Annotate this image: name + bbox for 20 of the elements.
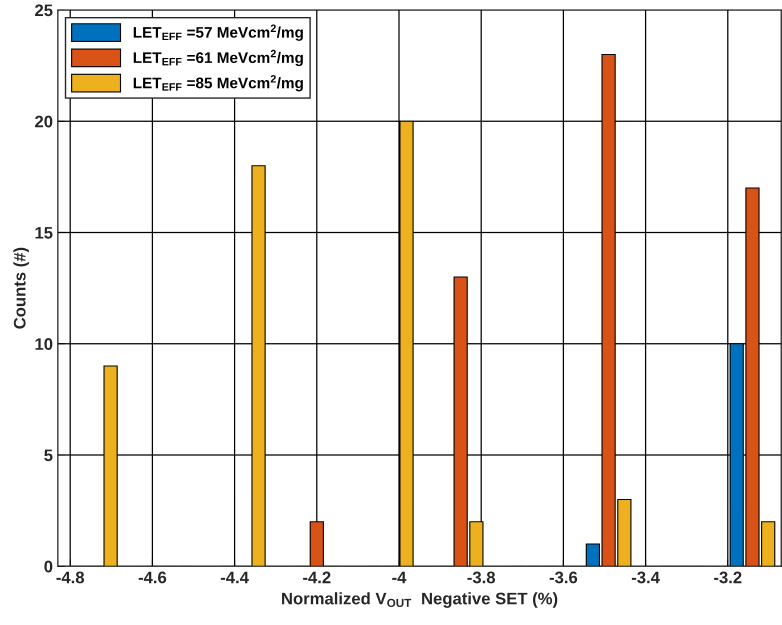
legend-label: LET$_{EFF}$ =61 MeVcm$^{2}$/mg (134, 50, 303, 66)
y-tick-label: 25 (35, 4, 53, 16)
x-tick-label: -3.6 (550, 572, 578, 584)
y-axis-title: Counts (#) (13, 248, 29, 329)
x-axis-title: Normalized V$_{OUT}$ Negative SET (%) (282, 592, 558, 608)
y-tick-label: 10 (36, 338, 52, 350)
x-tick-label: -3.8 (467, 572, 496, 584)
y-tick-label: 0 (44, 560, 52, 572)
x-tick-label: -4.6 (138, 572, 166, 584)
y-tick-label: 15 (36, 227, 53, 239)
x-tick-label: -4.4 (220, 572, 249, 584)
legend-label: LET$_{EFF}$ =57 MeVcm$^{2}$/mg (134, 24, 303, 41)
y-tick-label: 5 (44, 450, 53, 462)
x-tick-label: -3.4 (632, 572, 660, 584)
x-tick-label: -3.2 (714, 572, 742, 584)
x-tick-label: -4.8 (56, 572, 84, 584)
x-tick-label: -4 (392, 572, 406, 584)
y-tick-label: 20 (35, 116, 52, 128)
x-tick-label: -4.2 (303, 572, 330, 584)
legend-label: LET$_{EFF}$ =85 MeVcm$^{2}$/mg (134, 75, 303, 92)
